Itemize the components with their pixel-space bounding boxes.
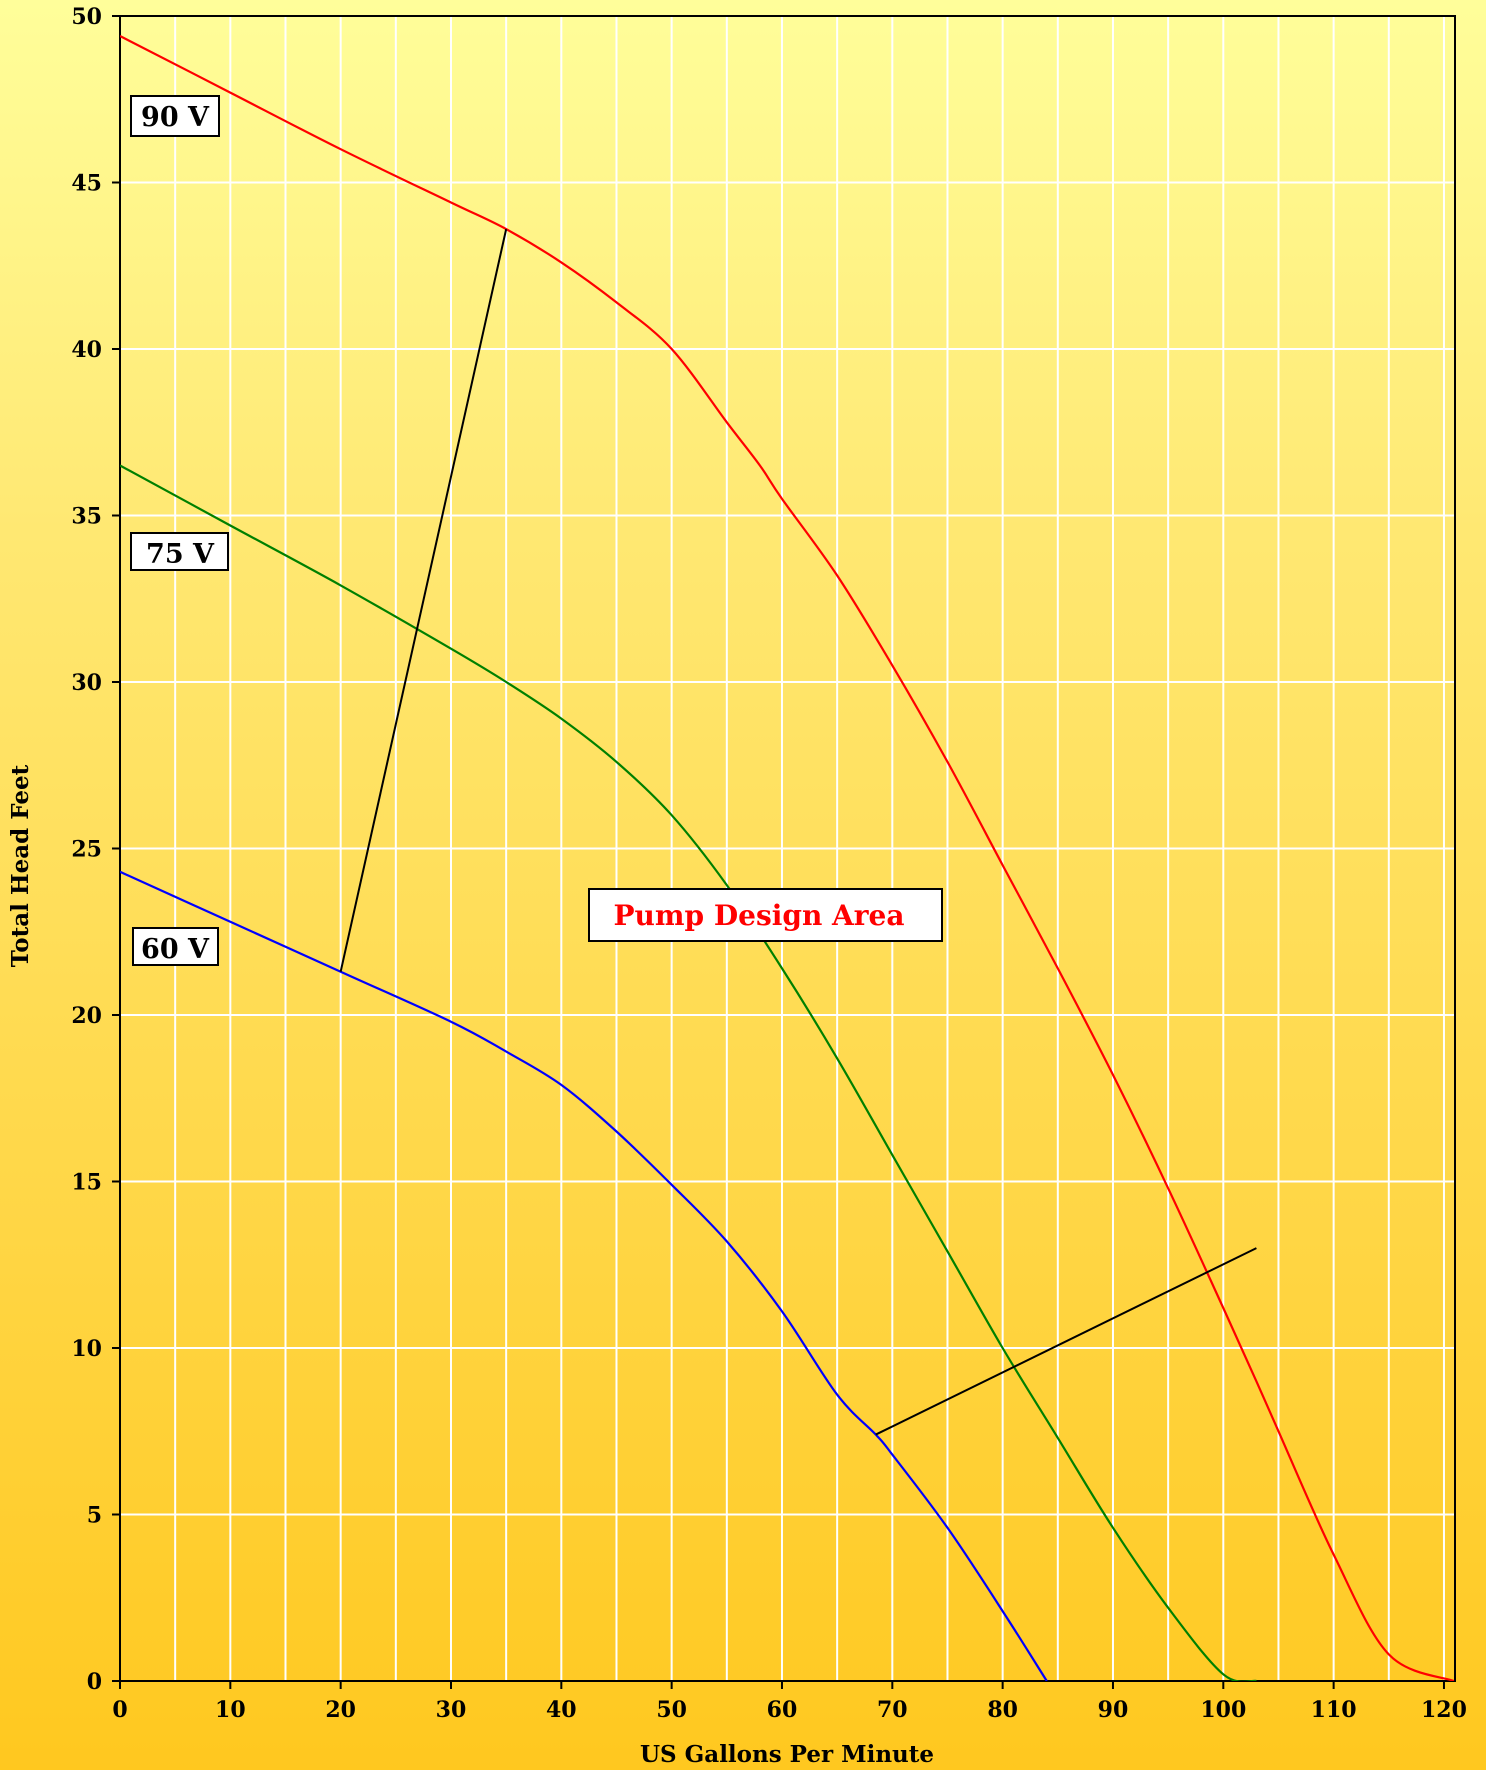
x-tick-label: 30 (436, 1697, 467, 1723)
y-tick-label: 45 (71, 171, 102, 197)
x-tick-label: 110 (1311, 1697, 1357, 1723)
x-tick-label: 90 (1098, 1697, 1129, 1723)
curve-label-60v-text: 60 V (141, 934, 210, 965)
x-tick-label: 70 (877, 1697, 908, 1723)
design-boundary-line-0 (339, 228, 508, 972)
series-line-0 (120, 35, 1455, 1681)
x-tick-label: 50 (656, 1697, 687, 1723)
x-tick-label: 80 (987, 1697, 1018, 1723)
x-tick-label: 0 (112, 1697, 127, 1723)
series-line-1 (120, 464, 1257, 1681)
y-tick-label: 5 (87, 1503, 102, 1529)
pump-design-area-text: Pump Design Area (614, 899, 905, 932)
curve-label-75v-text: 75 V (146, 539, 215, 570)
y-tick-label: 10 (71, 1336, 102, 1362)
y-tick-label: 20 (71, 1003, 102, 1029)
curve-label-75v: 75 V (130, 532, 229, 571)
pump-design-area-annotation: Pump Design Area (588, 888, 943, 942)
x-tick-label: 60 (767, 1697, 798, 1723)
grid (121, 17, 1454, 1680)
x-tick-label: 20 (325, 1697, 356, 1723)
design-boundary-line-1 (875, 1247, 1257, 1436)
x-tick-label: 120 (1421, 1697, 1467, 1723)
series-lines (120, 35, 1455, 1681)
x-tick-label: 40 (546, 1697, 577, 1723)
design-area-boundaries (339, 228, 1257, 1436)
y-tick-label: 0 (87, 1669, 102, 1695)
series-line-2 (120, 870, 1048, 1681)
y-tick-label: 35 (71, 504, 102, 530)
y-axis-title: Total Head Feet (7, 764, 34, 967)
y-tick-label: 25 (71, 837, 102, 863)
y-tick-label: 15 (71, 1170, 102, 1196)
curve-label-60v: 60 V (132, 927, 219, 966)
axes: 0 10 20 30 40 50 60 70 80 90 100 110 120 0 5 10 15 20 25 30… (71, 4, 1467, 1723)
y-tick-label: 50 (71, 4, 102, 30)
curve-label-90v: 90 V (130, 95, 220, 137)
x-tick-label: 10 (215, 1697, 246, 1723)
y-tick-label: 30 (71, 670, 102, 696)
y-tick-label: 40 (71, 337, 102, 363)
curve-label-90v-text: 90 V (141, 102, 210, 133)
x-tick-label: 100 (1200, 1697, 1246, 1723)
x-axis-title: US Gallons Per Minute (640, 1741, 934, 1768)
